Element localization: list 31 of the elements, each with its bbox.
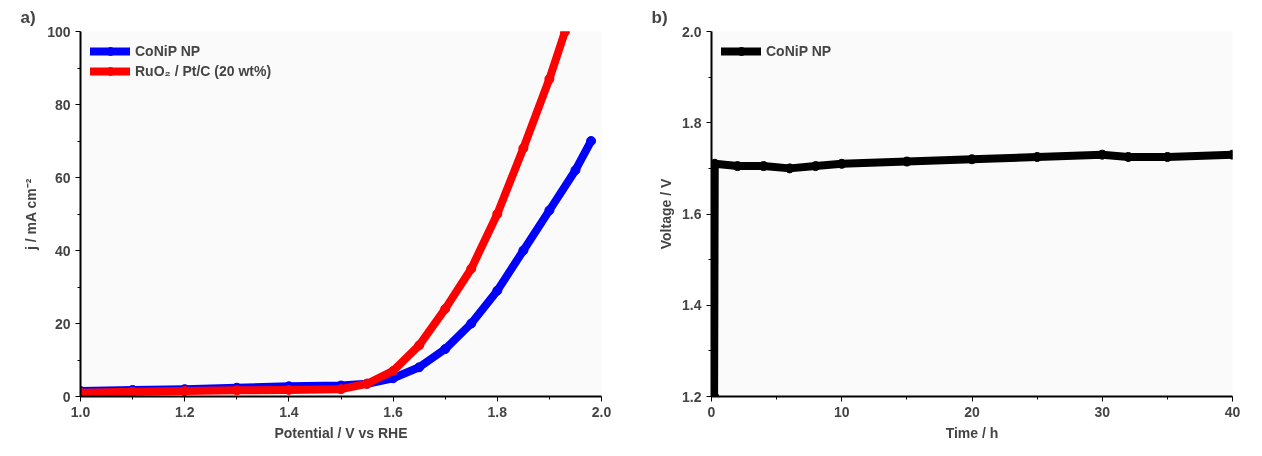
x-tick-label: 2.0 bbox=[591, 403, 612, 420]
y-tick-label: 80 bbox=[54, 96, 71, 113]
y-axis-title: Voltage / V bbox=[658, 178, 675, 250]
x-tick-label: 10 bbox=[833, 403, 850, 420]
legend-label: CoNiP NP bbox=[766, 43, 832, 59]
y-tick-label: 1.6 bbox=[682, 206, 702, 222]
y-tick-label: 1.4 bbox=[682, 297, 702, 314]
x-tick-label: 1.2 bbox=[174, 403, 195, 420]
x-axis-title: Potential / V vs RHE bbox=[274, 424, 408, 441]
legend-label: RuO₂ / Pt/C (20 wt%) bbox=[135, 63, 272, 79]
x-tick-label: 1.6 bbox=[383, 403, 404, 420]
y-tick-label: 1.2 bbox=[682, 388, 702, 405]
x-tick-label: 1.8 bbox=[487, 403, 508, 420]
x-tick-label: 30 bbox=[1094, 403, 1111, 420]
y-tick-label: 1.8 bbox=[682, 114, 702, 131]
x-tick-label: 1.4 bbox=[279, 403, 299, 420]
chart-title: a) bbox=[20, 7, 36, 27]
x-tick-label: 40 bbox=[1224, 403, 1241, 420]
x-tick-label: 20 bbox=[964, 403, 980, 420]
x-axis-title: Time / h bbox=[945, 424, 999, 441]
y-tick-label: 100 bbox=[47, 23, 71, 40]
x-tick-label: 1.0 bbox=[70, 403, 91, 420]
legend-label: CoNiP NP bbox=[135, 43, 201, 59]
x-tick-label: 0 bbox=[707, 403, 716, 420]
y-axis-title: j / mA cm⁻² bbox=[23, 178, 40, 251]
y-tick-label: 60 bbox=[54, 169, 71, 186]
y-tick-label: 2.0 bbox=[682, 23, 702, 40]
y-tick-label: 0 bbox=[62, 388, 71, 405]
chart-title: b) bbox=[651, 7, 668, 27]
y-tick-label: 40 bbox=[54, 242, 71, 259]
y-tick-label: 20 bbox=[54, 315, 71, 332]
